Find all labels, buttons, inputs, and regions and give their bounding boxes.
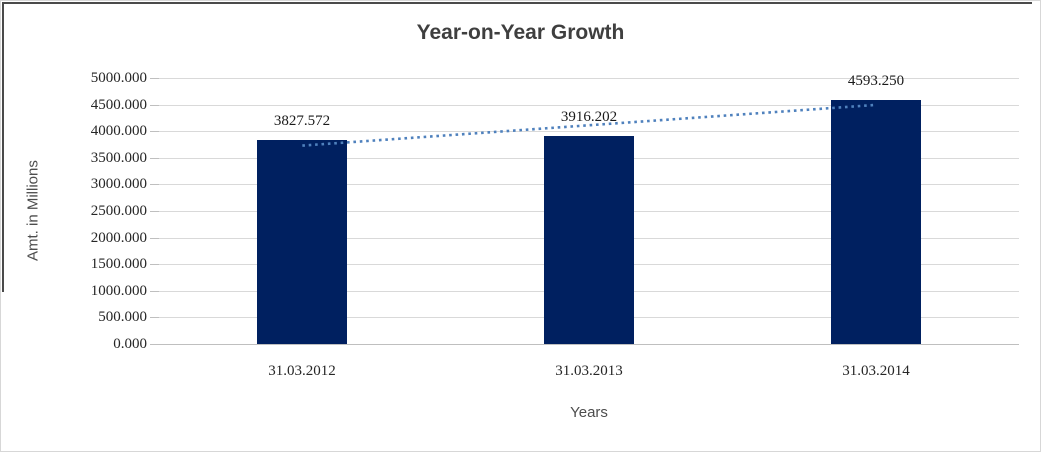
x-axis-title: Years: [570, 404, 608, 421]
y-tick-mark: [150, 78, 159, 79]
frame-accent-top-border: [2, 2, 1032, 4]
x-tick-label: 31.03.2014: [842, 363, 910, 379]
y-tick-label: 2500.000: [90, 203, 147, 219]
x-tick-label: 31.03.2012: [268, 363, 336, 379]
y-tick-mark: [150, 238, 159, 239]
bar-31.03.2013: [544, 136, 634, 344]
x-axis-tick-labels: 31.03.2012 31.03.2013 31.03.2014: [159, 363, 1019, 383]
y-tick-label: 1500.000: [90, 256, 147, 272]
y-tick-label: 3000.000: [90, 176, 147, 192]
frame-accent-left-border: [2, 2, 4, 292]
data-label: 3827.572: [273, 113, 331, 129]
y-tick-label: 0.000: [113, 336, 147, 352]
y-tick-mark: [150, 131, 159, 132]
chart-title: Year-on-Year Growth: [416, 21, 625, 44]
bar-31.03.2014: [831, 100, 921, 344]
y-tick-mark: [150, 158, 159, 159]
plot-area: 3827.572 3916.202 4593.250: [159, 73, 1019, 345]
data-label: 4593.250: [847, 73, 905, 89]
y-tick-mark: [150, 264, 159, 265]
y-tick-mark: [150, 184, 159, 185]
gridline: [159, 344, 1019, 345]
data-label: 3916.202: [560, 109, 618, 125]
x-tick-label: 31.03.2013: [555, 363, 623, 379]
y-axis-tick-labels: 5000.000 4500.000 4000.000 3500.000 3000.000…: [1, 70, 147, 352]
bar-31.03.2012: [257, 140, 347, 344]
y-tick-label: 2000.000: [90, 230, 147, 246]
y-tick-mark: [150, 344, 159, 345]
gridline: [159, 105, 1019, 106]
y-tick-mark: [150, 317, 159, 318]
y-tick-label: 4500.000: [90, 97, 147, 113]
y-tick-label: 3500.000: [90, 150, 147, 166]
y-tick-label: 500.000: [98, 309, 147, 325]
y-tick-mark: [150, 105, 159, 106]
gridline: [159, 131, 1019, 132]
y-tick-mark: [150, 291, 159, 292]
y-tick-label: 4000.000: [90, 123, 147, 139]
y-axis-tick-marks: [150, 78, 159, 345]
y-tick-label: 1000.000: [90, 283, 147, 299]
y-tick-mark: [150, 211, 159, 212]
y-tick-label: 5000.000: [90, 70, 147, 86]
gridline: [159, 78, 1019, 79]
